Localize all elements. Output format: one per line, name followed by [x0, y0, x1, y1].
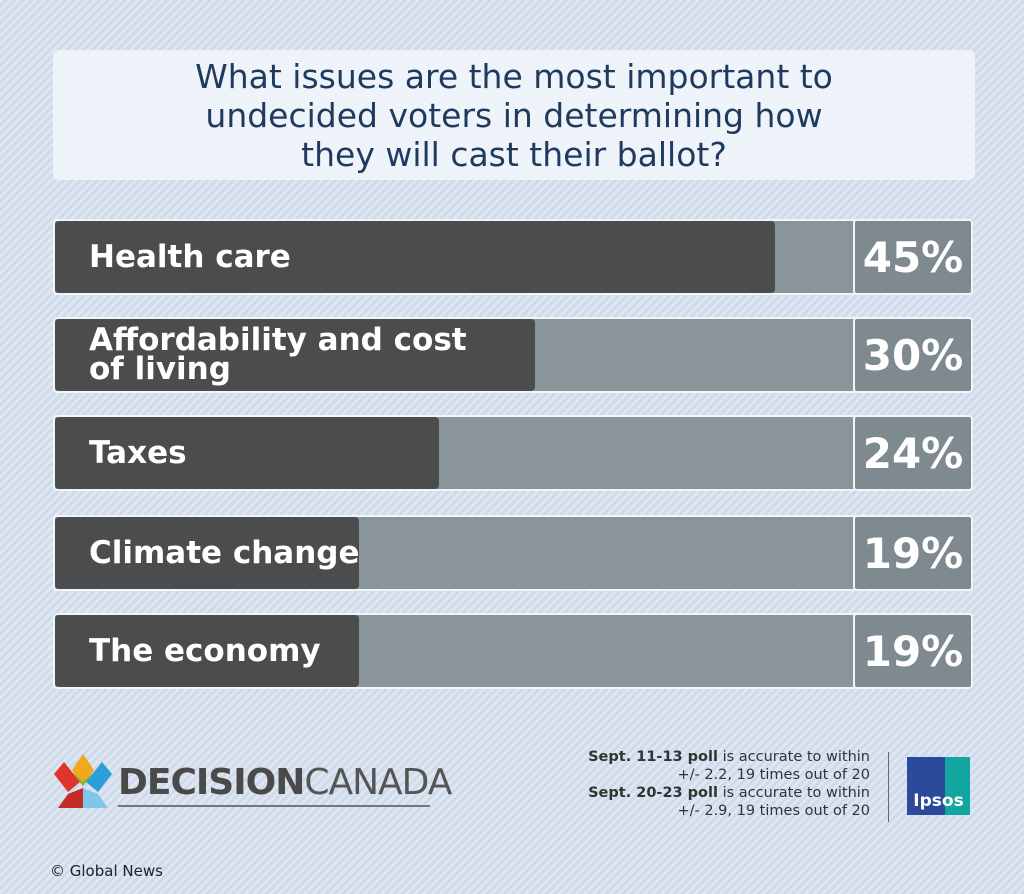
value-label: 30% [853, 317, 973, 393]
logo-bold: DECISION [118, 762, 305, 803]
bar-row: Climate change 19% [53, 515, 973, 591]
title-box: What issues are the most important to un… [53, 50, 975, 180]
category-label: Health care [89, 238, 291, 275]
logo-mark [54, 754, 112, 808]
chart-title: What issues are the most important to un… [195, 56, 833, 174]
bar-row: The economy 19% [53, 613, 973, 689]
pollster-logo: Ipsos [907, 757, 970, 815]
note-line: Sept. 11-13 poll is accurate to within [588, 748, 870, 766]
category-label: Climate change [89, 534, 360, 571]
bar [55, 417, 439, 489]
logo-text: DECISIONCANADA [118, 762, 452, 803]
credit: © Global News [50, 862, 163, 880]
logo-rule [118, 805, 430, 807]
bar [55, 319, 535, 391]
value-label: 24% [853, 415, 973, 491]
value-label: 19% [853, 613, 973, 689]
bar-row: Affordability and cost of living 30% [53, 317, 973, 393]
note-line2: +/- 2.9, 19 times out of 20 [677, 803, 870, 819]
note-bold: Sept. 11-13 poll [588, 749, 718, 765]
logo-light: CANADA [304, 762, 452, 803]
divider [888, 752, 889, 822]
note-line: Sept. 20-23 poll is accurate to within [588, 784, 870, 802]
category-label: Affordability and cost of living [89, 322, 467, 387]
category-label: Taxes [89, 434, 187, 471]
notes: Sept. 11-13 poll is accurate to within +/… [588, 748, 870, 820]
note-text: is accurate to within [722, 749, 870, 765]
bar-row: Taxes 24% [53, 415, 973, 491]
note-line2: +/- 2.2, 19 times out of 20 [677, 767, 870, 783]
bar [55, 221, 775, 293]
value-label: 45% [853, 219, 973, 295]
bar-row: Health care 45% [53, 219, 973, 295]
category-label: The economy [89, 632, 321, 669]
note-bold: Sept. 20-23 poll [588, 785, 718, 801]
note-text: is accurate to within [722, 785, 870, 801]
bar [55, 517, 359, 589]
value-label: 19% [853, 515, 973, 591]
bar [55, 615, 359, 687]
